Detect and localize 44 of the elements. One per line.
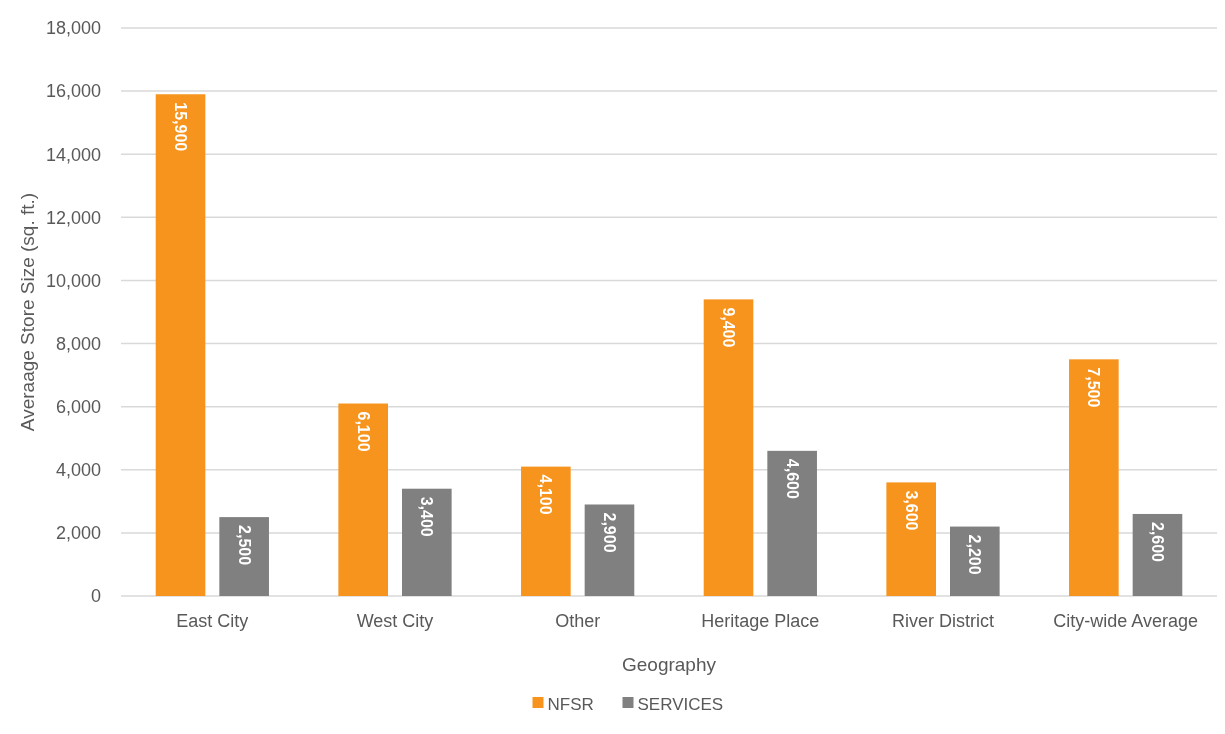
y-tick-label: 8,000 (55, 333, 101, 354)
bar (584, 504, 635, 596)
data-label: 15,900 (171, 102, 189, 152)
bar (703, 299, 754, 596)
bar (767, 450, 817, 596)
y-axis-title: Averaage Store Size (sq. ft.) (17, 192, 38, 432)
x-tick-label: River District (892, 611, 994, 631)
data-label: 2,500 (235, 525, 253, 566)
x-tick-label: West City (356, 611, 434, 631)
data-label: 9,400 (719, 307, 737, 348)
bar (1132, 513, 1183, 596)
x-tick-label: Heritage Place (701, 611, 820, 631)
y-tick-label: 2,000 (55, 523, 101, 544)
bar (521, 466, 571, 596)
y-tick-label: 6,000 (55, 396, 101, 417)
bar (219, 517, 269, 596)
data-label: 3,400 (418, 496, 436, 537)
data-label: 4,100 (537, 474, 555, 515)
bar (950, 526, 1000, 596)
data-label: 2,900 (600, 512, 618, 553)
y-tick-label: 0 (90, 586, 101, 607)
y-tick-label: 4,000 (55, 460, 101, 481)
data-label: 2,200 (966, 534, 984, 575)
x-axis-title: Geography (621, 654, 717, 675)
data-label: 7,500 (1085, 367, 1103, 408)
bar (155, 94, 206, 596)
data-label: 6,100 (354, 411, 372, 452)
x-tick-label: Other (555, 611, 601, 631)
data-label: 2,600 (1148, 521, 1166, 563)
y-tick-label: 16,000 (45, 81, 101, 102)
legend-label: NFSR (547, 694, 594, 714)
bar (402, 488, 452, 596)
data-label: 4,600 (783, 458, 801, 499)
x-tick-label: City-wide Average (1053, 611, 1199, 631)
x-tick-label: East City (176, 611, 249, 631)
y-tick-label: 14,000 (45, 144, 101, 165)
data-label: 3,600 (902, 490, 920, 531)
bar (338, 403, 388, 596)
legend-label: SERVICES (637, 694, 724, 714)
y-tick-label: 18,000 (45, 18, 101, 39)
bar (886, 482, 936, 596)
y-tick-label: 10,000 (45, 270, 101, 291)
bar (1069, 359, 1119, 596)
y-tick-label: 12,000 (45, 207, 101, 228)
